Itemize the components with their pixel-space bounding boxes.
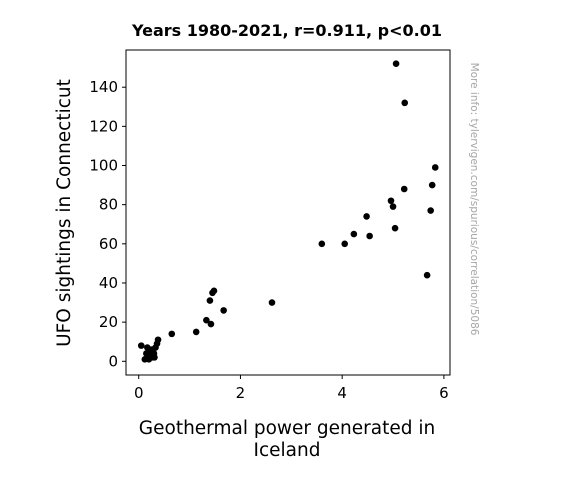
y-tick-label: 60 <box>99 235 118 253</box>
source-note: More info: tylervigen.com/spurious/corre… <box>468 63 480 336</box>
data-point <box>268 299 276 306</box>
y-tick-label: 40 <box>99 274 118 292</box>
data-point <box>423 271 431 279</box>
data-point <box>401 99 409 107</box>
data-point <box>151 354 158 361</box>
data-point <box>366 232 373 240</box>
y-tick-label: 120 <box>89 117 118 135</box>
data-point <box>192 328 200 336</box>
data-point <box>207 320 215 328</box>
x-axis-label-line-1: Geothermal power generated in <box>139 418 435 439</box>
data-point <box>220 307 227 314</box>
data-point <box>387 197 395 205</box>
data-point <box>137 342 145 349</box>
data-point <box>206 297 214 304</box>
data-point <box>427 207 434 214</box>
y-tick-label: 100 <box>89 157 118 175</box>
data-point <box>392 60 400 68</box>
data-point <box>154 336 162 344</box>
data-point <box>400 185 408 193</box>
plot-frame <box>125 49 451 376</box>
y-axis-label: UFO sightings in Connecticut <box>54 79 75 347</box>
x-tick-label: 6 <box>439 384 449 402</box>
y-tick-label: 140 <box>89 78 118 96</box>
data-point <box>210 287 218 295</box>
data-point <box>363 213 370 220</box>
data-points <box>137 60 439 363</box>
chart-title: Years 1980-2021, r=0.911, p<0.01 <box>131 21 442 40</box>
data-point <box>203 316 210 324</box>
x-axis-label-line-2: Iceland <box>254 440 321 461</box>
data-point <box>431 164 439 171</box>
x-tick-label: 0 <box>134 384 144 402</box>
x-tick-label: 4 <box>337 384 347 402</box>
data-point <box>168 330 176 338</box>
data-point <box>428 181 436 189</box>
data-point <box>391 224 399 232</box>
data-point <box>318 240 326 248</box>
y-tick-label: 20 <box>99 313 118 331</box>
y-tick-label: 0 <box>108 352 118 370</box>
data-point <box>350 230 358 238</box>
x-tick-label: 2 <box>236 384 246 402</box>
data-point <box>341 240 349 248</box>
data-point <box>389 203 397 210</box>
y-tick-label: 80 <box>99 196 118 214</box>
